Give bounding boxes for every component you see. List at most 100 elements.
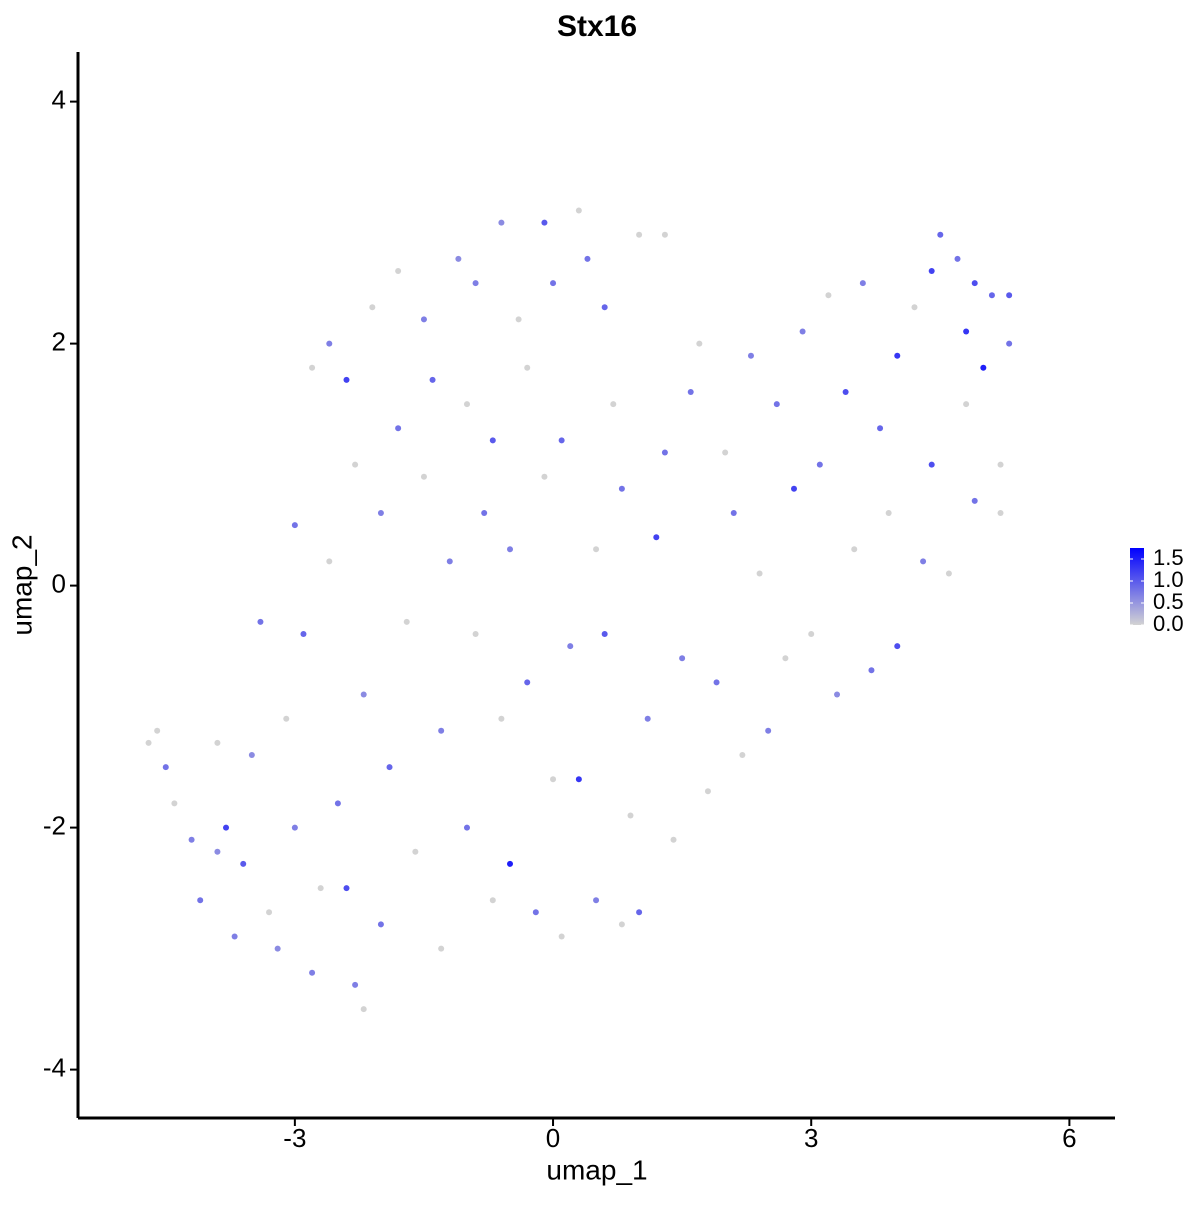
- point: [266, 909, 273, 916]
- point: [360, 1006, 367, 1013]
- point: [188, 836, 195, 843]
- point: [885, 510, 892, 517]
- y-tick-label: 2: [52, 326, 66, 356]
- point: [403, 618, 410, 625]
- point: [197, 897, 204, 904]
- colorbar: [1130, 548, 1144, 625]
- x-tick-label: 6: [1062, 1123, 1076, 1153]
- point: [214, 739, 221, 746]
- point: [636, 231, 643, 238]
- point: [352, 981, 359, 988]
- point: [842, 389, 849, 396]
- point: [145, 739, 152, 746]
- point: [593, 897, 600, 904]
- point: [971, 280, 978, 287]
- point: [326, 558, 333, 565]
- chart-title: Stx16: [557, 10, 637, 43]
- point: [610, 401, 617, 408]
- point: [343, 885, 350, 892]
- point: [300, 631, 307, 638]
- point: [782, 655, 789, 662]
- point: [877, 425, 884, 432]
- colorbar-tick-label: 0.5: [1153, 589, 1184, 614]
- point: [773, 401, 780, 408]
- point: [894, 643, 901, 650]
- point: [507, 860, 514, 867]
- point: [739, 752, 746, 759]
- point: [489, 437, 496, 444]
- point: [412, 848, 419, 855]
- point: [309, 969, 316, 976]
- point: [997, 510, 1004, 517]
- point: [894, 352, 901, 359]
- point: [154, 727, 161, 734]
- point: [463, 824, 470, 831]
- point: [524, 679, 531, 686]
- point: [575, 207, 582, 214]
- point: [920, 558, 927, 565]
- point: [446, 558, 453, 565]
- point: [963, 401, 970, 408]
- point: [231, 933, 238, 940]
- point: [834, 691, 841, 698]
- point: [507, 546, 514, 553]
- point: [455, 255, 462, 262]
- point: [420, 316, 427, 323]
- point: [601, 304, 608, 311]
- point: [498, 715, 505, 722]
- point: [317, 885, 324, 892]
- point: [463, 401, 470, 408]
- point: [274, 945, 281, 952]
- point: [386, 764, 393, 771]
- point: [825, 292, 832, 299]
- point: [291, 824, 298, 831]
- point: [171, 800, 178, 807]
- point: [214, 848, 221, 855]
- point: [765, 727, 772, 734]
- y-tick-label: 4: [52, 84, 66, 114]
- point: [369, 304, 376, 311]
- point: [360, 691, 367, 698]
- x-tick-label: -3: [283, 1123, 306, 1153]
- y-tick-label: -4: [43, 1052, 66, 1082]
- point: [283, 715, 290, 722]
- point: [687, 389, 694, 396]
- point: [747, 352, 754, 359]
- point: [223, 824, 230, 831]
- point: [395, 425, 402, 432]
- point: [248, 752, 255, 759]
- point: [954, 255, 961, 262]
- point: [515, 316, 522, 323]
- point: [713, 679, 720, 686]
- point: [644, 715, 651, 722]
- point: [541, 473, 548, 480]
- x-tick-label: 0: [546, 1123, 560, 1153]
- point: [945, 570, 952, 577]
- colorbar-tick-label: 1.0: [1153, 567, 1184, 592]
- point: [661, 231, 668, 238]
- point: [799, 328, 806, 335]
- point: [696, 340, 703, 347]
- point: [352, 461, 359, 468]
- point: [429, 376, 436, 383]
- point: [618, 921, 625, 928]
- y-axis-label: umap_2: [6, 534, 37, 635]
- point: [988, 292, 995, 299]
- point: [309, 364, 316, 371]
- point: [481, 510, 488, 517]
- point: [868, 667, 875, 674]
- point: [670, 836, 677, 843]
- point: [291, 522, 298, 529]
- point: [722, 449, 729, 456]
- point: [550, 776, 557, 783]
- point: [1006, 292, 1013, 299]
- point: [816, 461, 823, 468]
- point: [679, 655, 686, 662]
- point: [997, 461, 1004, 468]
- point: [704, 788, 711, 795]
- point: [240, 860, 247, 867]
- point: [584, 255, 591, 262]
- point: [343, 376, 350, 383]
